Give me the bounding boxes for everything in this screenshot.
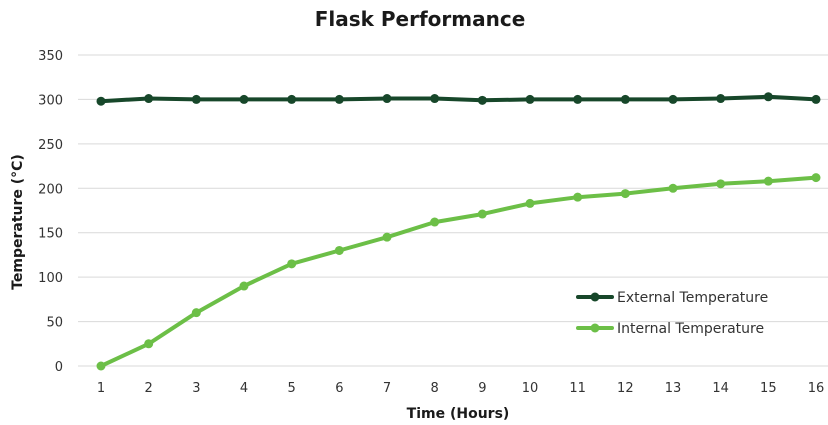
series-layer bbox=[96, 92, 821, 371]
x-tick-label: 10 bbox=[522, 381, 539, 396]
x-tick-label: 2 bbox=[145, 381, 153, 396]
x-tick-label: 11 bbox=[569, 381, 586, 396]
chart-legend: External Temperature Internal Temperature bbox=[576, 290, 768, 337]
chart-title: Flask Performance bbox=[315, 7, 526, 31]
y-tick-label: 150 bbox=[38, 227, 63, 242]
data-point bbox=[287, 94, 297, 104]
x-axis-ticks: 1 2 3 4 5 6 7 8 9 10 11 12 13 14 15 16 bbox=[97, 381, 824, 396]
x-tick-label: 7 bbox=[383, 381, 391, 396]
data-point bbox=[763, 176, 773, 186]
data-point bbox=[334, 245, 344, 255]
data-point bbox=[811, 94, 821, 104]
series-line bbox=[99, 175, 818, 368]
data-point bbox=[239, 94, 249, 104]
x-tick-label: 14 bbox=[712, 381, 729, 396]
x-tick-label: 16 bbox=[808, 381, 825, 396]
x-tick-label: 12 bbox=[617, 381, 634, 396]
legend-label: External Temperature bbox=[617, 290, 768, 306]
data-point bbox=[144, 94, 154, 104]
series-internal-temperature bbox=[96, 173, 821, 371]
y-tick-label: 300 bbox=[38, 93, 63, 108]
data-point bbox=[382, 232, 392, 242]
legend-label: Internal Temperature bbox=[617, 321, 764, 337]
data-point bbox=[334, 94, 344, 104]
y-tick-label: 350 bbox=[38, 49, 63, 64]
gridlines bbox=[78, 54, 828, 367]
x-tick-label: 6 bbox=[335, 381, 343, 396]
x-tick-label: 4 bbox=[240, 381, 248, 396]
data-point bbox=[382, 94, 392, 104]
data-point bbox=[811, 173, 821, 183]
data-point bbox=[573, 192, 583, 202]
data-point bbox=[430, 217, 440, 227]
y-tick-label: 0 bbox=[55, 360, 63, 375]
data-point bbox=[239, 281, 249, 291]
x-tick-label: 8 bbox=[431, 381, 439, 396]
y-tick-label: 100 bbox=[38, 271, 63, 286]
data-point bbox=[716, 94, 726, 104]
data-point bbox=[477, 95, 487, 105]
data-point bbox=[620, 94, 630, 104]
legend-swatch-marker bbox=[590, 323, 600, 333]
x-axis-title: Time (Hours) bbox=[407, 406, 510, 422]
data-point bbox=[620, 189, 630, 199]
data-point bbox=[763, 92, 773, 102]
data-point bbox=[191, 94, 201, 104]
y-tick-label: 200 bbox=[38, 182, 63, 197]
y-tick-label: 250 bbox=[38, 138, 63, 153]
x-tick-label: 15 bbox=[760, 381, 777, 396]
legend-item: Internal Temperature bbox=[576, 321, 764, 337]
x-tick-label: 9 bbox=[478, 381, 486, 396]
series-external-temperature bbox=[96, 92, 821, 106]
x-tick-label: 1 bbox=[97, 381, 105, 396]
data-point bbox=[668, 183, 678, 193]
data-point bbox=[430, 94, 440, 104]
y-axis-ticks: 0 50 100 150 200 250 300 350 bbox=[38, 49, 63, 375]
data-point bbox=[96, 96, 106, 106]
x-tick-label: 13 bbox=[665, 381, 682, 396]
legend-item: External Temperature bbox=[576, 290, 768, 306]
y-axis-title: Temperature (°C) bbox=[10, 154, 26, 290]
series-line bbox=[99, 94, 818, 104]
x-tick-label: 3 bbox=[192, 381, 200, 396]
legend-swatch-marker bbox=[590, 292, 600, 302]
data-point bbox=[477, 209, 487, 219]
data-point bbox=[287, 259, 297, 269]
y-tick-label: 50 bbox=[46, 316, 63, 331]
data-point bbox=[716, 179, 726, 189]
data-point bbox=[525, 94, 535, 104]
data-point bbox=[144, 339, 154, 349]
data-point bbox=[573, 94, 583, 104]
data-point bbox=[96, 361, 106, 371]
data-point bbox=[191, 308, 201, 318]
data-point bbox=[525, 198, 535, 208]
x-tick-label: 5 bbox=[288, 381, 296, 396]
data-point bbox=[668, 94, 678, 104]
